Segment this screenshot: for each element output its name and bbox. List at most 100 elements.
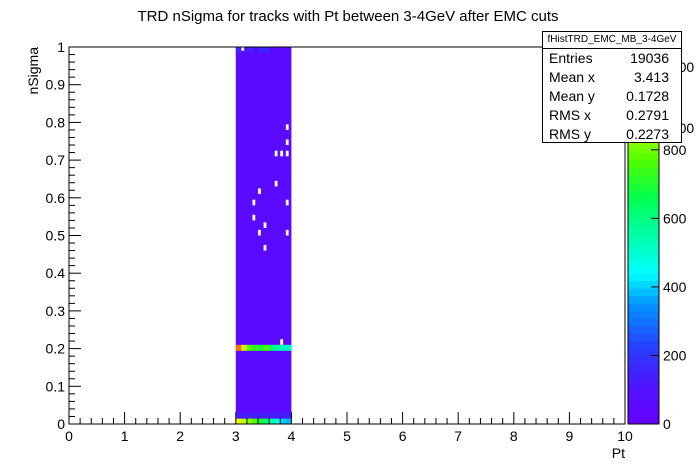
y-axis: 0 0.1 0.2 0.3 0.4 0.5 0.6 0.7 0.8 0.9 1 <box>46 39 81 432</box>
heatmap-cell <box>274 344 281 351</box>
stats-value: 3.413 <box>633 69 669 85</box>
palette-bin <box>628 167 659 176</box>
x-tick-label: 10 <box>617 428 633 444</box>
heatmap-cell <box>235 47 242 53</box>
palette-bin <box>628 378 659 387</box>
y-tick-label: 0.5 <box>46 228 66 244</box>
heatmap-cell <box>235 418 242 425</box>
stats-label: RMS x <box>549 107 591 123</box>
x-axis: 0 1 2 3 4 5 6 7 8 9 10 <box>65 412 633 444</box>
stats-label: RMS y <box>549 126 591 142</box>
heatmap-empty-cell <box>285 150 289 157</box>
heatmap-empty-cell <box>258 188 261 195</box>
heatmap-cell <box>252 412 259 419</box>
heatmap-empty-cell <box>285 124 289 130</box>
palette-bin <box>628 212 659 221</box>
heatmap-cell <box>269 412 276 419</box>
x-tick-label: 0 <box>65 428 73 444</box>
palette-bin <box>628 401 659 410</box>
palette-bin <box>628 227 659 236</box>
x-tick-label: 7 <box>454 428 462 444</box>
x-tick-label: 5 <box>343 428 351 444</box>
heatmap-cell <box>285 418 292 425</box>
palette-bin <box>628 356 659 365</box>
palette-bin <box>628 197 659 206</box>
z-tick-label: 0 <box>663 416 671 432</box>
x-tick-label: 2 <box>176 428 184 444</box>
heatmap-cell <box>274 412 281 419</box>
palette-bin <box>628 333 659 342</box>
z-tick-label: 400 <box>663 279 687 295</box>
heatmap-empty-cell <box>263 244 267 251</box>
stats-label: Entries <box>549 50 593 66</box>
stats-value: 0.1728 <box>626 88 669 104</box>
z-tick-label: 200 <box>663 347 687 363</box>
palette-bin <box>628 303 659 312</box>
stats-row: Mean x 3.413 <box>543 68 681 87</box>
palette-bin <box>628 325 659 334</box>
palette-bin <box>628 250 659 259</box>
heatmap-empty-cell <box>252 199 256 206</box>
heatmap-empty-cell <box>285 229 289 236</box>
x-tick-label: 3 <box>232 428 240 444</box>
chart-title: TRD nSigma for tracks with Pt between 3-… <box>138 8 559 25</box>
heatmap-cell <box>269 344 276 351</box>
heatmap-cell <box>246 344 253 351</box>
heatmap-cell <box>241 412 248 419</box>
palette-bin <box>628 386 659 395</box>
heatmap-cell <box>241 344 248 351</box>
heatmap-empty-cell <box>258 229 261 236</box>
heatmap-cell <box>235 412 242 419</box>
palette-bin <box>628 341 659 349</box>
palette-bin <box>628 288 659 297</box>
x-tick-label: 6 <box>399 428 407 444</box>
y-tick-label: 0.6 <box>46 190 66 206</box>
palette-bin <box>628 205 659 214</box>
heatmap-empty-cell <box>274 180 278 187</box>
stats-title: fHistTRD_EMC_MB_3-4GeV <box>543 32 681 49</box>
palette-bin <box>628 363 659 372</box>
stats-row: RMS x 0.2791 <box>543 106 681 125</box>
y-tick-label: 0.9 <box>46 77 66 93</box>
y-tick-label: 0.4 <box>46 265 66 281</box>
heatmap-empty-cell <box>252 214 256 221</box>
y-tick-label: 0 <box>57 416 65 432</box>
heatmap-empty-cell <box>280 150 284 157</box>
x-tick-label: 4 <box>288 428 296 444</box>
palette-bin <box>628 243 659 251</box>
stats-row: Mean y 0.1728 <box>543 87 681 106</box>
palette-bin <box>628 318 659 327</box>
heatmap-cell <box>258 344 264 351</box>
heatmap-cell <box>241 418 248 425</box>
heatmap-empty-cell <box>285 139 289 146</box>
heatmap-cell <box>246 412 253 419</box>
heatmap-cell <box>263 344 270 351</box>
heatmap-empty-cell <box>274 150 278 157</box>
stats-label: Mean y <box>549 88 595 104</box>
z-tick-label: 800 <box>663 142 687 158</box>
stats-label: Mean x <box>549 69 595 85</box>
heatmap-cell <box>285 412 292 419</box>
heatmap-cell <box>263 418 270 425</box>
stats-row: RMS y 0.2273 <box>543 125 681 144</box>
heatmap-cell <box>263 412 270 419</box>
palette-bin <box>628 265 659 274</box>
heatmap-cell <box>280 418 287 425</box>
palette-bin <box>628 235 659 244</box>
palette-bin <box>628 175 659 184</box>
palette-bin <box>628 371 659 380</box>
palette-bin <box>628 273 659 282</box>
palette-bin <box>628 152 659 161</box>
heatmap-empty-cell <box>263 222 267 228</box>
stats-value: 0.2273 <box>626 126 669 142</box>
palette-bin <box>628 280 659 289</box>
y-tick-label: 0.7 <box>46 152 66 168</box>
heatmap-cell <box>285 344 292 351</box>
stats-value: 19036 <box>630 50 669 66</box>
y-axis-label: nSigma <box>25 47 41 95</box>
palette-bin <box>628 182 659 191</box>
x-tick-label: 8 <box>510 428 518 444</box>
palette-bin <box>628 408 659 417</box>
y-tick-label: 0.1 <box>46 378 66 394</box>
palette-bin <box>628 416 659 425</box>
